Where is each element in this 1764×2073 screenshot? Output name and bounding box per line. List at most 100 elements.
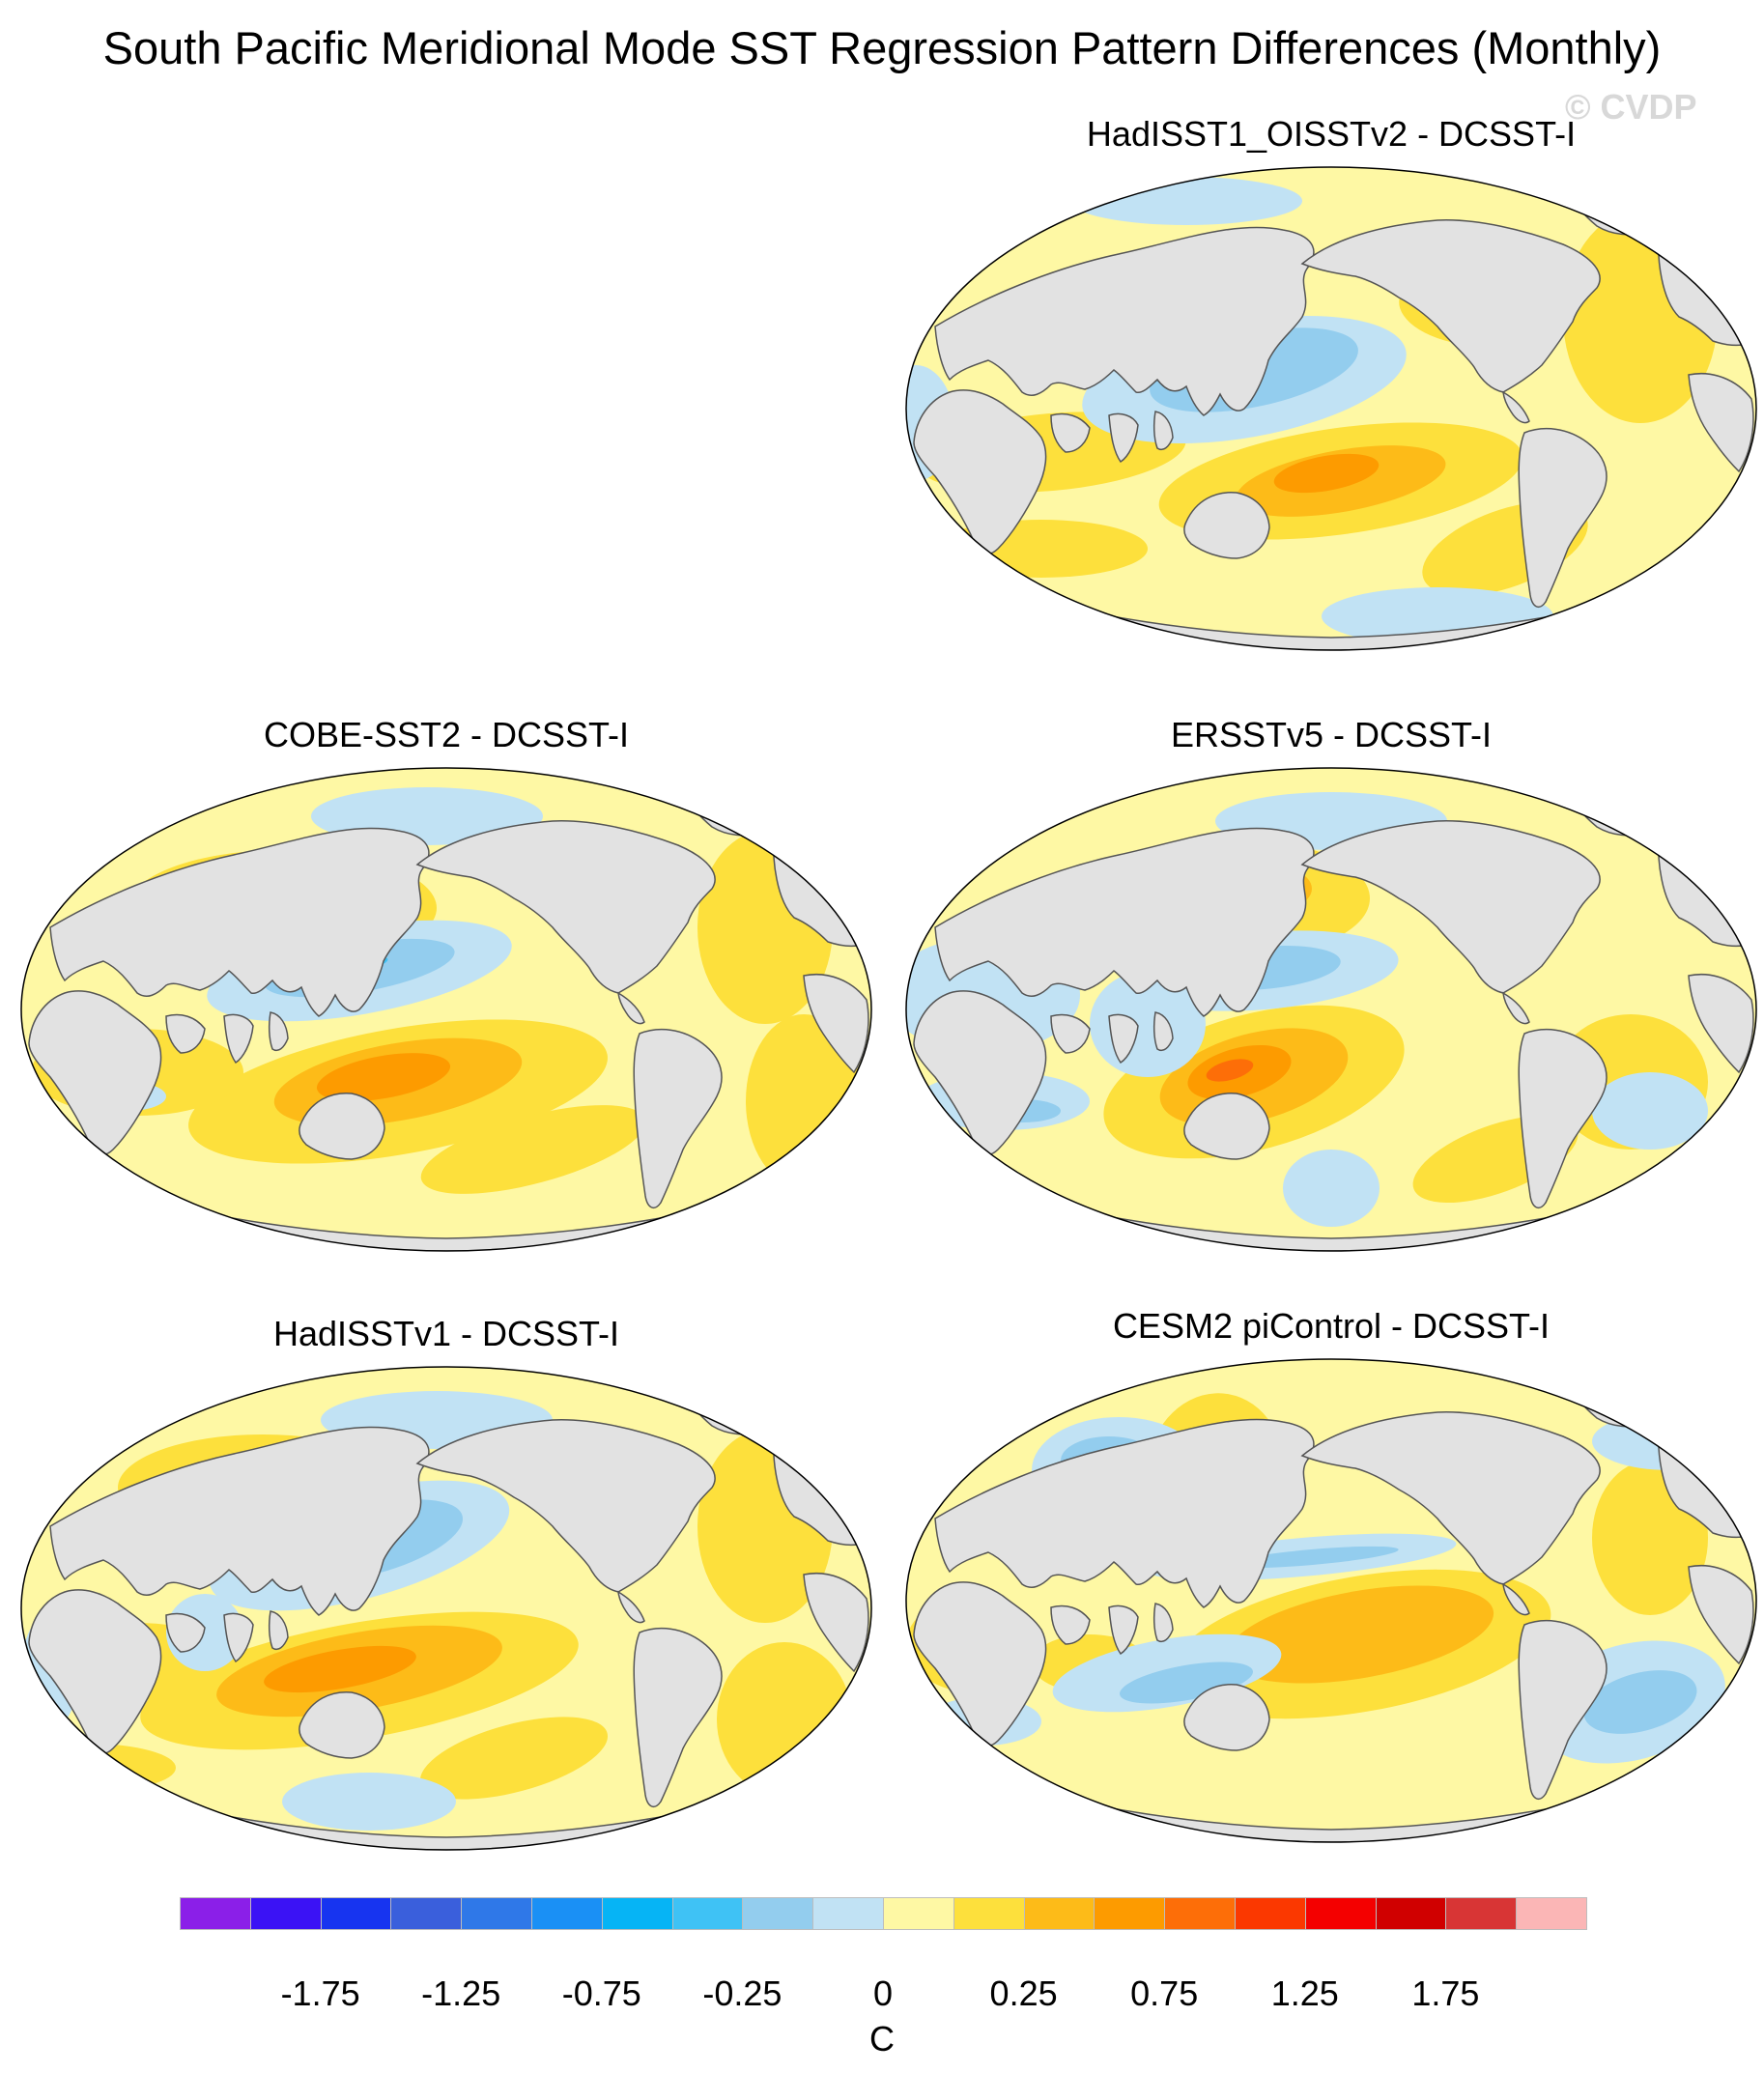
- map-border: [905, 1358, 1757, 1843]
- colorbar-tick-label: 1.75: [1411, 1974, 1480, 2013]
- land-southamerica: [633, 1028, 723, 1209]
- panel-title: CESM2 piControl - DCSST-I: [1112, 1306, 1551, 1346]
- colorbar-box: [531, 1897, 603, 1930]
- colorbar-box: [883, 1897, 954, 1930]
- colorbar-box: [1375, 1897, 1447, 1930]
- map-cobe-sst2: [20, 767, 872, 1252]
- land-southamerica: [1518, 1619, 1608, 1801]
- land-india: [223, 1013, 254, 1065]
- map-ersstv5: [905, 767, 1757, 1252]
- land-australia: [1183, 1684, 1270, 1751]
- land-africa_east: [1688, 1565, 1754, 1665]
- colorbar-units: C: [869, 2019, 895, 2059]
- land-india: [1108, 1013, 1139, 1065]
- map-panel-hadisstv1: HadISSTv1 - DCSST-I: [12, 1314, 881, 1855]
- land-seasia: [1152, 1011, 1174, 1052]
- land-northamerica: [415, 820, 716, 994]
- land-centralamerica: [617, 991, 645, 1025]
- sst-field: [906, 167, 1756, 650]
- panel-title: HadISST1_OISSTv2 - DCSST-I: [1086, 114, 1577, 154]
- positive-anomaly-region: [420, 1105, 646, 1194]
- colorbar-box: [1094, 1897, 1166, 1930]
- land-seasia: [268, 1610, 289, 1651]
- land-seasia: [1152, 1603, 1174, 1643]
- colorbar-tick-label: -1.25: [421, 1974, 501, 2013]
- colorbar-box: [601, 1897, 673, 1930]
- map-border: [905, 166, 1757, 651]
- figure-title: South Pacific Meridional Mode SST Regres…: [102, 22, 1662, 73]
- colorbar-tick-label: 0: [872, 1974, 894, 2013]
- sst-field: [906, 768, 1756, 1251]
- land-southamerica: [633, 1627, 723, 1808]
- positive-anomaly-region: [316, 1053, 451, 1101]
- panel-title: HadISSTv1 - DCSST-I: [272, 1314, 620, 1353]
- land-arabia: [165, 1612, 206, 1653]
- land-centralamerica: [1502, 390, 1530, 424]
- negative-anomaly-region: [1283, 1150, 1380, 1227]
- positive-anomaly-region: [264, 1645, 416, 1693]
- negative-anomaly-region: [1592, 1072, 1708, 1150]
- land-africa_east: [1688, 373, 1754, 473]
- land-centralamerica: [617, 1590, 645, 1624]
- land-arabia: [165, 1013, 206, 1054]
- negative-anomaly-region: [1225, 1546, 1399, 1569]
- colorbar-box: [1304, 1897, 1377, 1930]
- negative-anomaly-region: [282, 1773, 456, 1831]
- land-arabia: [1050, 1604, 1091, 1645]
- colorbar-box: [1164, 1897, 1236, 1930]
- land-seasia: [1152, 411, 1174, 451]
- land-centralamerica: [1502, 1582, 1530, 1616]
- land-africa: [913, 1581, 1047, 1747]
- colorbar-tick-label: 1.25: [1270, 1974, 1339, 2013]
- land-northamerica: [415, 1419, 716, 1593]
- sst-field: [906, 1359, 1756, 1842]
- positive-anomaly-region: [1206, 1059, 1254, 1082]
- positive-anomaly-region: [1226, 1585, 1494, 1684]
- land-australia: [1183, 1093, 1270, 1160]
- negative-anomaly-region: [1070, 177, 1302, 225]
- land-australia: [299, 1691, 385, 1759]
- colorbar-box: [1445, 1897, 1518, 1930]
- land-northamerica: [1300, 219, 1601, 393]
- sst-field: [21, 768, 871, 1251]
- map-border: [20, 767, 872, 1252]
- land-arabia: [1050, 412, 1091, 453]
- panel-title: ERSSTv5 - DCSST-I: [1170, 715, 1493, 754]
- colorbar-box: [180, 1897, 251, 1930]
- colorbar-tick-label: 0.25: [989, 1974, 1058, 2013]
- map-panel-cesm2-picontrol: CESM2 piControl - DCSST-I: [896, 1306, 1764, 1847]
- colorbar-box: [1023, 1897, 1095, 1930]
- land-australia: [1183, 492, 1270, 559]
- sst-field: [21, 1367, 871, 1850]
- positive-anomaly-region: [1273, 453, 1380, 494]
- negative-anomaly-region: [1119, 1661, 1254, 1704]
- colorbar-box: [249, 1897, 322, 1930]
- land-eurasia: [49, 827, 430, 1017]
- colorbar-tick-label: -0.75: [561, 1974, 641, 2013]
- colorbar-box: [953, 1897, 1025, 1930]
- land-africa_east: [803, 1573, 869, 1673]
- colorbar-box: [1235, 1897, 1306, 1930]
- land-india: [223, 1612, 254, 1663]
- map-hadisst1-oisstv2: [905, 166, 1757, 651]
- land-africa: [28, 1589, 162, 1755]
- colorbar: [180, 1897, 1587, 1930]
- land-africa_east: [1688, 974, 1754, 1074]
- land-australia: [299, 1093, 385, 1160]
- land-southamerica: [1518, 1028, 1608, 1209]
- cvdp-watermark: © CVDP: [1565, 87, 1697, 127]
- map-hadisstv1: [20, 1366, 872, 1851]
- panel-title: COBE-SST2 - DCSST-I: [263, 715, 630, 754]
- colorbar-tick-label: -0.25: [702, 1974, 782, 2013]
- land-eurasia: [49, 1426, 430, 1616]
- map-panel-ersstv5: ERSSTv5 - DCSST-I: [896, 715, 1764, 1256]
- land-northamerica: [1300, 1411, 1601, 1585]
- negative-anomaly-region: [1583, 1670, 1697, 1734]
- land-seasia: [268, 1011, 289, 1052]
- land-eurasia: [934, 226, 1315, 416]
- map-panel-hadisst1-oisstv2: HadISST1_OISSTv2 - DCSST-I: [896, 114, 1764, 655]
- land-arabia: [1050, 1013, 1091, 1054]
- land-africa: [28, 990, 162, 1156]
- land-africa: [913, 990, 1047, 1156]
- land-eurasia: [934, 1418, 1315, 1608]
